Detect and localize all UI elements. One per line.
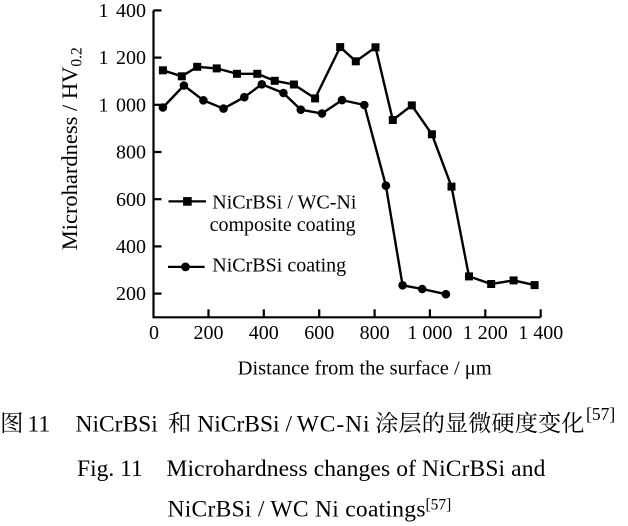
svg-text:1 200: 1 200 [99, 47, 147, 69]
svg-text:1 400: 1 400 [518, 322, 563, 344]
svg-text:600: 600 [304, 322, 334, 344]
svg-text:200: 200 [116, 283, 146, 305]
svg-text:WC-Ni: WC-Ni [297, 411, 371, 437]
svg-text:Microhardness / HV0.2: Microhardness / HV0.2 [57, 47, 86, 250]
svg-text:NiCrBSi / WC Ni coatings: NiCrBSi / WC Ni coatings [168, 497, 426, 523]
svg-text:NiCrBSi / WC-Ni: NiCrBSi / WC-Ni [212, 191, 357, 213]
svg-text:[57]: [57] [426, 497, 452, 514]
svg-text:0: 0 [149, 322, 159, 344]
svg-text:NiCrBSi coating: NiCrBSi coating [212, 255, 346, 277]
svg-text:1 200: 1 200 [463, 322, 508, 344]
svg-text:11: 11 [28, 411, 51, 437]
svg-text:600: 600 [116, 189, 146, 211]
svg-text:composite coating: composite coating [210, 214, 356, 236]
svg-text:400: 400 [116, 236, 146, 258]
svg-text:Distance from the surface / μm: Distance from the surface / μm [238, 358, 492, 380]
svg-text:1 000: 1 000 [407, 322, 452, 344]
svg-text:1 400: 1 400 [99, 0, 147, 22]
svg-text:200: 200 [194, 322, 224, 344]
svg-text:800: 800 [116, 142, 146, 164]
svg-text:Fig. 11: Fig. 11 [77, 456, 143, 482]
svg-text:1 000: 1 000 [99, 94, 147, 116]
svg-text:800: 800 [360, 322, 390, 344]
svg-text:NiCrBSi /: NiCrBSi / [197, 411, 292, 437]
svg-text:400: 400 [249, 322, 279, 344]
svg-text:Microhardness changes of NiCrB: Microhardness changes of NiCrBSi and [167, 456, 546, 482]
svg-text:NiCrBSi: NiCrBSi [76, 411, 159, 437]
svg-text:[57]: [57] [586, 404, 615, 424]
